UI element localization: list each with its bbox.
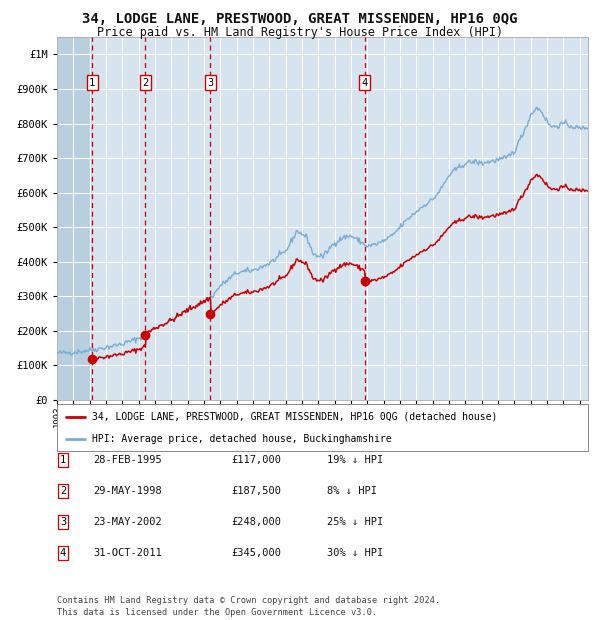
Text: 1: 1 [60, 455, 66, 465]
Text: Contains HM Land Registry data © Crown copyright and database right 2024.
This d: Contains HM Land Registry data © Crown c… [57, 596, 440, 617]
Text: £187,500: £187,500 [231, 486, 281, 496]
Text: 4: 4 [362, 78, 368, 87]
Text: Price paid vs. HM Land Registry's House Price Index (HPI): Price paid vs. HM Land Registry's House … [97, 26, 503, 39]
Text: 4: 4 [60, 548, 66, 558]
Text: 25% ↓ HPI: 25% ↓ HPI [327, 517, 383, 527]
Text: 34, LODGE LANE, PRESTWOOD, GREAT MISSENDEN, HP16 0QG: 34, LODGE LANE, PRESTWOOD, GREAT MISSEND… [82, 12, 518, 27]
Text: 23-MAY-2002: 23-MAY-2002 [93, 517, 162, 527]
Text: £117,000: £117,000 [231, 455, 281, 465]
Text: 8% ↓ HPI: 8% ↓ HPI [327, 486, 377, 496]
Text: 34, LODGE LANE, PRESTWOOD, GREAT MISSENDEN, HP16 0QG (detached house): 34, LODGE LANE, PRESTWOOD, GREAT MISSEND… [92, 412, 497, 422]
Text: 2: 2 [142, 78, 149, 87]
Bar [57, 37, 92, 400]
Text: £248,000: £248,000 [231, 517, 281, 527]
Text: 30% ↓ HPI: 30% ↓ HPI [327, 548, 383, 558]
Text: 19% ↓ HPI: 19% ↓ HPI [327, 455, 383, 465]
Text: £345,000: £345,000 [231, 548, 281, 558]
Text: 1: 1 [89, 78, 95, 87]
Text: 31-OCT-2011: 31-OCT-2011 [93, 548, 162, 558]
Text: 29-MAY-1998: 29-MAY-1998 [93, 486, 162, 496]
Text: HPI: Average price, detached house, Buckinghamshire: HPI: Average price, detached house, Buck… [92, 433, 391, 444]
Text: 2: 2 [60, 486, 66, 496]
Text: 28-FEB-1995: 28-FEB-1995 [93, 455, 162, 465]
Text: 3: 3 [207, 78, 214, 87]
Text: 3: 3 [60, 517, 66, 527]
